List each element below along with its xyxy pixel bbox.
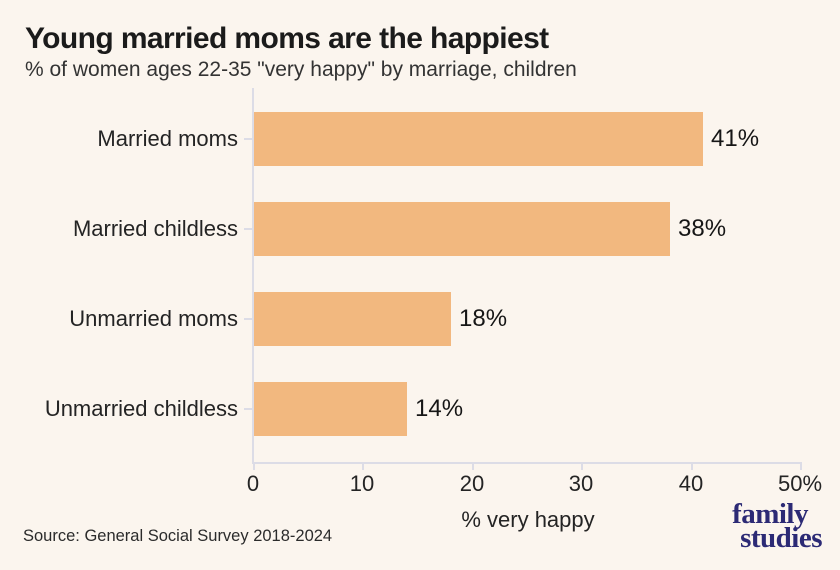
value-label: 18% (459, 305, 508, 332)
x-tick-label: 20 (459, 471, 485, 496)
bar (254, 202, 670, 256)
x-axis-tick (253, 462, 255, 470)
category-tick (244, 318, 253, 320)
category-tick (244, 228, 253, 230)
chart-title: Young married moms are the happiest (25, 22, 549, 55)
logo-line-studies: studies (740, 522, 822, 554)
x-tick-label: 30 (568, 471, 594, 496)
x-axis-tick (362, 462, 364, 470)
x-tick-label: 10 (349, 471, 375, 496)
bar (254, 382, 407, 436)
x-axis-tick (472, 462, 474, 470)
family-studies-logo: family studies (732, 498, 822, 554)
x-axis-tick (800, 462, 802, 470)
category-label: Unmarried childless (44, 396, 238, 421)
x-axis-tick (691, 462, 693, 470)
source-note: Source: General Social Survey 2018-2024 (23, 527, 333, 545)
y-axis-line (252, 88, 254, 464)
value-label: 41% (711, 125, 760, 152)
category-label: Married childless (72, 216, 238, 241)
bar (254, 112, 703, 166)
value-label: 14% (415, 395, 464, 422)
category-tick (244, 138, 253, 140)
category-tick (244, 408, 253, 410)
bar (254, 292, 451, 346)
x-axis-line (252, 462, 802, 464)
logo-line-family: family (732, 498, 808, 530)
x-tick-label: 50% (777, 471, 823, 496)
x-tick-label: 0 (246, 471, 260, 496)
chart-subtitle: % of women ages 22-35 "very happy" by ma… (25, 58, 577, 81)
value-label: 38% (678, 215, 727, 242)
x-axis-tick (581, 462, 583, 470)
category-label: Unmarried moms (69, 306, 238, 331)
x-tick-label: 40 (678, 471, 704, 496)
x-axis-title: % very happy (461, 507, 595, 532)
category-label: Married moms (97, 126, 238, 151)
